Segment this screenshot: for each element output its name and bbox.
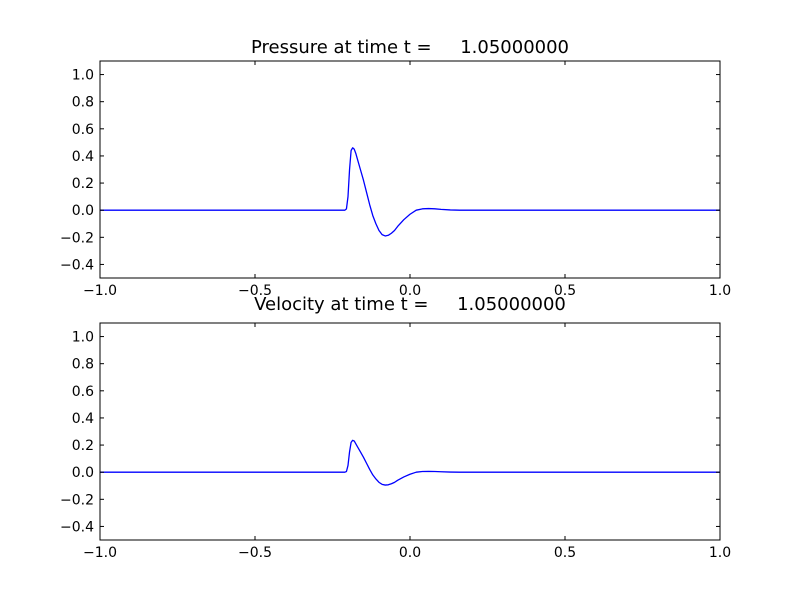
pressure-xtick-label: 0.0: [399, 283, 421, 299]
pressure-ytick-label: 0.4: [72, 149, 94, 165]
pressure-xtick-label: −0.5: [238, 283, 272, 299]
velocity-axes-frame: [99, 322, 721, 541]
pressure-ytick-label: 0.0: [72, 203, 94, 219]
pressure-ytick-label: −0.4: [60, 257, 94, 273]
velocity-ytick-label: 0.4: [72, 411, 94, 427]
velocity-plot: Velocity at time t = 1.05000000 −1.0 −0.5 0…: [60, 294, 731, 561]
pressure-ytick-label: −0.2: [60, 230, 94, 246]
pressure-plot: Pressure at time t = 1.05000000 −1.0 −0.5 0…: [60, 37, 731, 299]
pressure-title: Pressure at time t = 1.05000000: [251, 37, 569, 58]
pressure-ytick-label: 0.2: [72, 176, 94, 192]
velocity-ytick-label: 0.2: [72, 438, 94, 454]
velocity-ytick-label: −0.2: [60, 492, 94, 508]
velocity-ytick-label: 0.6: [72, 384, 94, 400]
pressure-series-line: [100, 147, 720, 237]
velocity-title: Velocity at time t = 1.05000000: [254, 294, 566, 315]
velocity-xtick-label: 0.5: [554, 545, 576, 561]
velocity-xtick-label: −0.5: [238, 545, 272, 561]
velocity-xtick-label: −1.0: [83, 545, 117, 561]
velocity-ytick-label: −0.4: [60, 519, 94, 535]
pressure-ytick-label: 0.6: [72, 122, 94, 138]
velocity-xtick-label: 0.0: [399, 545, 421, 561]
velocity-ytick-label: 0.8: [72, 357, 94, 373]
pressure-xtick-label: 0.5: [554, 283, 576, 299]
pressure-xtick-label: −1.0: [83, 283, 117, 299]
velocity-ytick-label: 0.0: [72, 465, 94, 481]
pressure-ytick-label: 0.8: [72, 95, 94, 111]
velocity-xtick-label: 1.0: [709, 545, 731, 561]
pressure-ytick-label: 1.0: [72, 68, 94, 84]
velocity-series-line: [100, 439, 720, 486]
velocity-ytick-label: 1.0: [72, 330, 94, 346]
pressure-xtick-label: 1.0: [709, 283, 731, 299]
pressure-axes-frame: [99, 60, 721, 279]
